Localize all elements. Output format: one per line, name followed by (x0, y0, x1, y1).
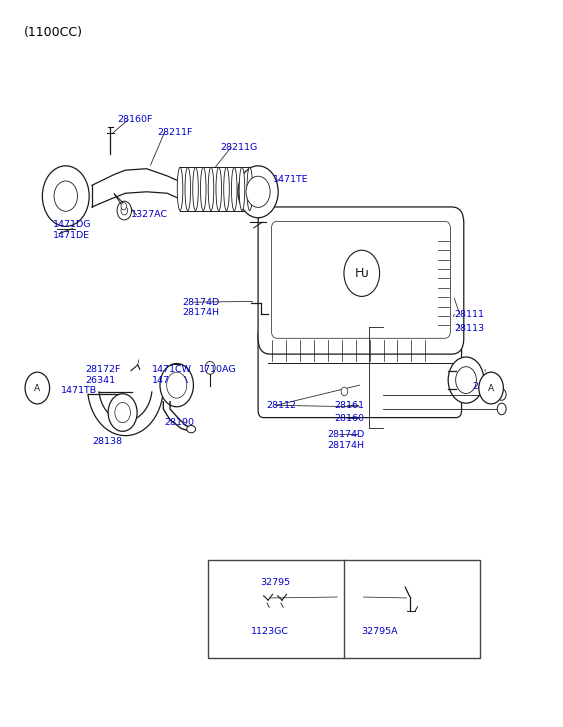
Text: 28211G: 28211G (220, 142, 257, 151)
Circle shape (497, 403, 506, 414)
Text: 28171: 28171 (472, 382, 502, 391)
Ellipse shape (247, 167, 253, 211)
Text: 28138: 28138 (92, 437, 122, 446)
Ellipse shape (216, 167, 222, 211)
Circle shape (238, 166, 278, 218)
Circle shape (448, 357, 484, 403)
Circle shape (341, 387, 348, 395)
Text: 1471TE: 1471TE (273, 175, 309, 184)
Text: 28174D: 28174D (328, 430, 365, 438)
Ellipse shape (224, 167, 229, 211)
Circle shape (117, 201, 132, 220)
Circle shape (167, 372, 187, 398)
Ellipse shape (185, 167, 190, 211)
Text: 28161: 28161 (334, 401, 364, 410)
Text: 28160F: 28160F (117, 115, 153, 124)
Text: 1327AC: 1327AC (131, 210, 168, 220)
Circle shape (121, 203, 127, 210)
Text: A: A (34, 384, 41, 393)
Circle shape (42, 166, 89, 226)
Text: A: A (488, 384, 494, 393)
Text: 28160: 28160 (334, 414, 364, 423)
Ellipse shape (208, 167, 214, 211)
Circle shape (160, 364, 194, 407)
Text: 1471CA: 1471CA (151, 376, 189, 385)
Text: 1471DG: 1471DG (53, 220, 91, 230)
Ellipse shape (193, 167, 198, 211)
Text: 26341: 26341 (85, 376, 115, 385)
Circle shape (115, 403, 131, 422)
Text: 28172F: 28172F (85, 365, 120, 374)
Ellipse shape (231, 167, 237, 211)
Bar (208, 560, 480, 658)
Circle shape (205, 361, 215, 374)
FancyBboxPatch shape (271, 222, 450, 338)
Text: 28174H: 28174H (328, 441, 365, 449)
Text: 28174D: 28174D (182, 297, 220, 307)
Text: 28112: 28112 (266, 401, 296, 410)
Circle shape (455, 366, 476, 393)
Ellipse shape (177, 167, 183, 211)
Ellipse shape (239, 167, 245, 211)
Text: 1471CW: 1471CW (151, 365, 191, 374)
Text: 1710AG: 1710AG (199, 365, 236, 374)
Text: 1123GC: 1123GC (251, 627, 289, 636)
Text: 28211F: 28211F (158, 128, 193, 137)
Ellipse shape (187, 425, 196, 433)
Circle shape (246, 176, 270, 207)
Circle shape (121, 206, 128, 215)
Text: (1100CC): (1100CC) (24, 26, 83, 39)
Text: 1471DE: 1471DE (53, 231, 90, 241)
Text: 28111: 28111 (454, 310, 484, 319)
Circle shape (25, 372, 50, 404)
Text: 32795A: 32795A (361, 627, 398, 636)
Text: 28174H: 28174H (182, 308, 219, 318)
Circle shape (344, 250, 379, 297)
Text: 28113: 28113 (454, 324, 484, 333)
Circle shape (54, 181, 78, 212)
FancyBboxPatch shape (258, 327, 462, 417)
Circle shape (479, 372, 503, 404)
Text: 1471TB: 1471TB (61, 387, 97, 395)
Text: 28190: 28190 (164, 418, 194, 427)
Text: Ƕ: Ƕ (355, 267, 369, 280)
Circle shape (108, 394, 137, 431)
FancyBboxPatch shape (258, 207, 464, 354)
Text: 32795: 32795 (260, 578, 291, 587)
Circle shape (497, 389, 506, 401)
Ellipse shape (200, 167, 206, 211)
